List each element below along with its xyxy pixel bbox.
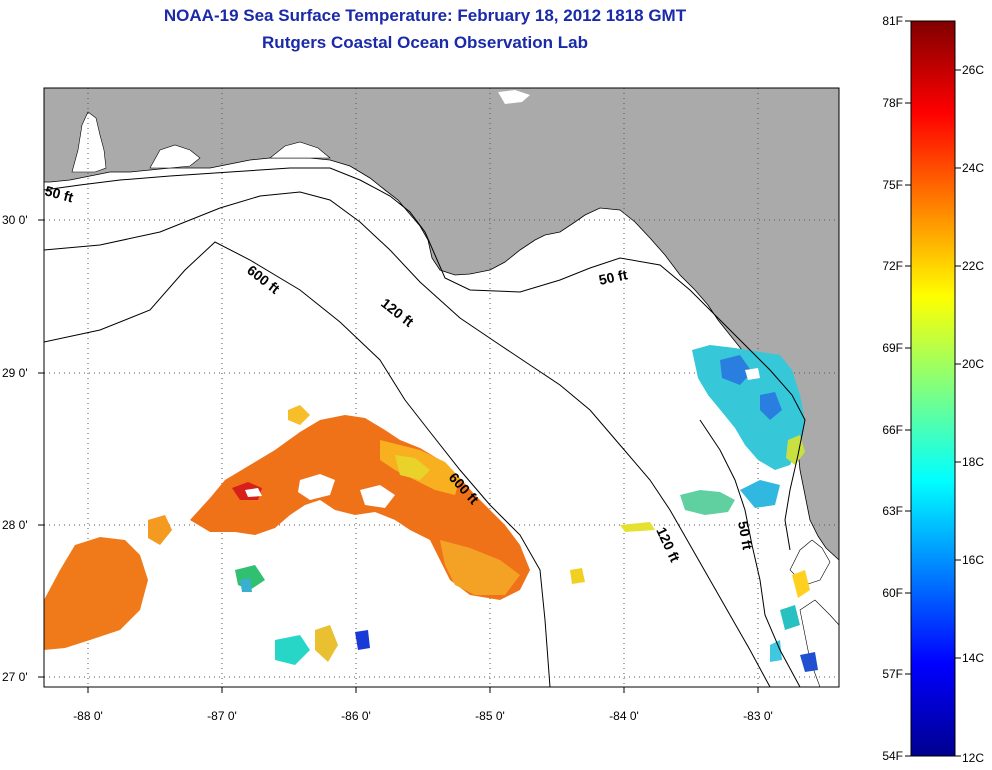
fahrenheit-label: 72F: [882, 259, 903, 273]
celsius-label: 26C: [962, 63, 984, 77]
lon-tick-label: -84 0': [609, 709, 639, 723]
fahrenheit-label: 54F: [882, 749, 903, 763]
lon-tick-label: -83 0': [743, 709, 773, 723]
celsius-label: 14C: [962, 651, 984, 665]
lon-tick-label: -88 0': [73, 709, 103, 723]
lon-tick-label: -85 0': [475, 709, 505, 723]
celsius-label: 12C: [962, 751, 984, 765]
contour-label: 50 ft: [597, 266, 629, 288]
chart-title: NOAA-19 Sea Surface Temperature: Februar…: [163, 6, 687, 25]
lat-tick-label: 29 0': [2, 366, 28, 380]
map-frame: [43, 87, 840, 688]
contour-50ft-east: [699, 419, 801, 687]
depth-contours: [44, 167, 806, 687]
lat-tick-label: 28 0': [2, 518, 28, 532]
fahrenheit-label: 81F: [882, 14, 903, 28]
celsius-label: 18C: [962, 455, 984, 469]
lon-tick-label: -87 0': [207, 709, 237, 723]
lat-tick-label: 27 0': [2, 670, 28, 684]
sst-patches: [44, 345, 818, 672]
contour-120ft: [44, 191, 771, 687]
celsius-label: 16C: [962, 553, 984, 567]
celsius-label: 24C: [962, 161, 984, 175]
longitude-labels: -88 0' -87 0' -86 0' -85 0' -84 0' -83 0…: [73, 709, 773, 723]
contour-label: 50 ft: [43, 182, 75, 205]
lat-tick-label: 30 0': [2, 213, 28, 227]
mobile-bay: [71, 111, 107, 173]
fahrenheit-label: 78F: [882, 96, 903, 110]
fahrenheit-label: 69F: [882, 341, 903, 355]
colorbar: 81F 78F 75F 72F 69F 66F 63F 60F 57F 54F …: [882, 14, 984, 765]
celsius-label: 22C: [962, 259, 984, 273]
colorbar-gradient: [910, 20, 956, 757]
fahrenheit-label: 75F: [882, 178, 903, 192]
lake-shape: [498, 90, 530, 104]
contour-50ft-north: [44, 167, 806, 551]
contour-600ft: [44, 241, 551, 687]
fahrenheit-label: 57F: [882, 667, 903, 681]
celsius-label: 20C: [962, 357, 984, 371]
bay-inlet: [149, 144, 201, 169]
fahrenheit-label: 63F: [882, 504, 903, 518]
fahrenheit-label: 60F: [882, 586, 903, 600]
latitude-labels: 30 0' 29 0' 28 0' 27 0': [2, 213, 28, 684]
axis-ticks: [38, 219, 759, 693]
contour-label: 50 ft: [735, 520, 756, 551]
bay-inlet: [269, 141, 331, 159]
lon-tick-label: -86 0': [341, 709, 371, 723]
fahrenheit-label: 66F: [882, 423, 903, 437]
chart-subtitle: Rutgers Coastal Ocean Observation Lab: [262, 33, 588, 52]
